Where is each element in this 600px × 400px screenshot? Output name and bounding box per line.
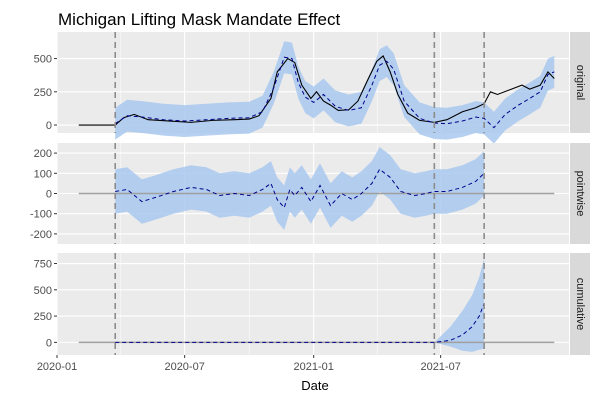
y-tick-label: 750 bbox=[34, 259, 52, 271]
panel-cumulative: 0 250 500 750 cumulative bbox=[34, 253, 590, 355]
credible-band bbox=[115, 147, 485, 230]
panel-background bbox=[57, 253, 569, 355]
facet-strip bbox=[570, 32, 590, 133]
y-tick-label: 100 bbox=[34, 168, 52, 180]
panel-pointwise: -200 -100 0 100 200 pointwise bbox=[30, 143, 590, 244]
pointwise-line bbox=[115, 168, 485, 209]
y-tick-label: 0 bbox=[46, 337, 52, 349]
x-tick-label: 2020-07 bbox=[164, 361, 204, 373]
y-tick-label: 0 bbox=[46, 189, 52, 201]
observed-line bbox=[78, 55, 555, 126]
y-tick-label: 200 bbox=[34, 148, 52, 160]
panels-group: 0 250 500 original -200 -100 0 100 200 pointwise 0… bbox=[30, 32, 590, 355]
x-axis: 2020-01 2020-07 2021-01 2021-07 bbox=[37, 355, 461, 373]
y-tick-label: 250 bbox=[34, 87, 52, 99]
x-axis-title: Date bbox=[301, 378, 328, 393]
y-tick-label: 500 bbox=[34, 285, 52, 297]
y-tick-label: -100 bbox=[30, 209, 52, 221]
y-tick-label: 500 bbox=[34, 54, 52, 66]
y-tick-label: 0 bbox=[46, 120, 52, 132]
x-tick-label: 2020-01 bbox=[37, 361, 77, 373]
predicted-line bbox=[114, 56, 555, 129]
facet-strip-label: cumulative bbox=[574, 278, 586, 331]
panel-original: 0 250 500 original bbox=[34, 32, 590, 144]
x-tick-label: 2021-07 bbox=[420, 361, 460, 373]
facet-strip bbox=[570, 143, 590, 244]
facet-strip-label: pointwise bbox=[574, 171, 586, 217]
credible-band bbox=[115, 41, 555, 144]
x-tick-label: 2021-01 bbox=[294, 361, 334, 373]
facet-strip bbox=[570, 253, 590, 355]
chart-title: Michigan Lifting Mask Mandate Effect bbox=[58, 10, 340, 29]
y-tick-label: 250 bbox=[34, 311, 52, 323]
y-tick-label: -200 bbox=[30, 229, 52, 241]
facet-strip-label: original bbox=[574, 65, 586, 100]
cumulative-line bbox=[115, 303, 485, 343]
